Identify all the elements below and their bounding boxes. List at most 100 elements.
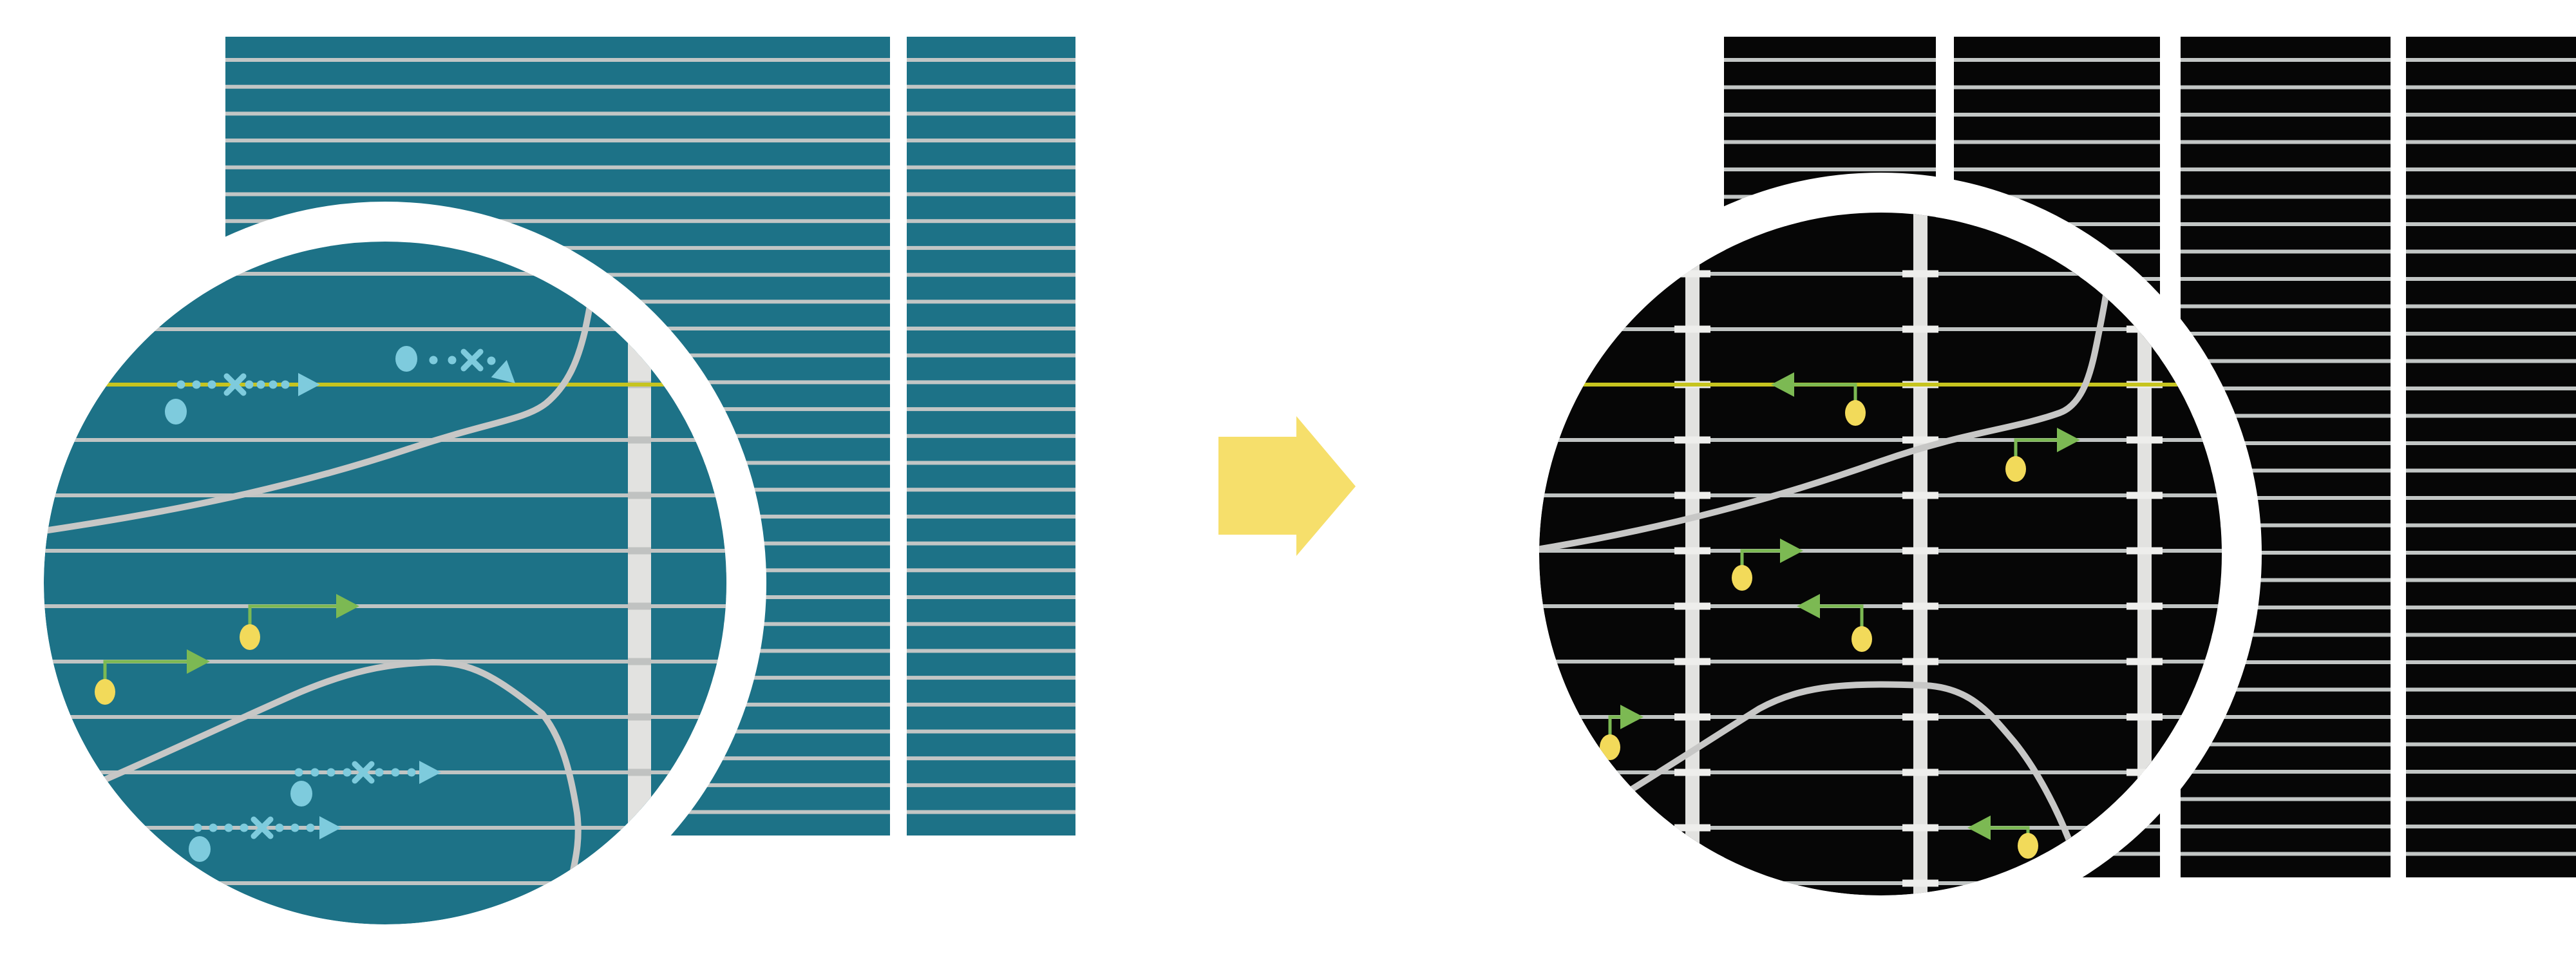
finger-line — [44, 438, 726, 442]
busbar-tab — [1902, 492, 1938, 499]
finger-line — [2181, 414, 2391, 418]
busbar-tab — [2126, 436, 2163, 444]
finger-line — [2406, 715, 2576, 719]
finger-line — [2181, 742, 2391, 747]
trail-dot — [327, 768, 336, 777]
transition-arrow — [1218, 416, 1356, 556]
magnifier-ring — [1499, 173, 2262, 935]
blocked-carrier — [189, 836, 211, 862]
finger-line — [2181, 195, 2391, 199]
finger-line — [44, 715, 726, 719]
finger-line — [2406, 113, 2576, 117]
finger-line — [1539, 549, 2222, 553]
busbar-tab — [1674, 769, 1710, 776]
recombination-x-icon — [223, 373, 247, 396]
finger-line — [907, 272, 1075, 277]
finger-line — [2181, 852, 2391, 856]
finger-line — [2181, 551, 2391, 555]
finger-line — [1539, 715, 2222, 719]
finger-line — [907, 595, 1075, 599]
finger-line — [907, 541, 1075, 546]
trail-dot — [407, 768, 416, 777]
finger-line — [907, 514, 1075, 519]
busbar-tab — [628, 492, 651, 499]
busbar-tab — [1902, 658, 1938, 665]
finger-line — [2181, 606, 2391, 609]
finger-line — [907, 380, 1075, 385]
finger-line — [2406, 687, 2576, 692]
finger-line — [44, 770, 726, 774]
finger-line — [2406, 441, 2576, 445]
collection-arrowhead-icon — [2057, 428, 2080, 452]
finger-line — [1954, 113, 2160, 117]
finger-line — [2181, 387, 2391, 390]
collection-arrowhead-icon — [336, 594, 359, 618]
finger-line — [907, 568, 1075, 573]
finger-line — [2406, 660, 2576, 664]
finger-line — [2181, 660, 2391, 664]
finger-line — [2406, 742, 2576, 747]
finger-line — [2406, 140, 2576, 144]
finger-line — [44, 826, 726, 830]
collected-carrier — [2005, 456, 2026, 482]
finger-line — [907, 810, 1075, 814]
finger-line — [1539, 272, 2222, 276]
collection-arrowhead-icon — [1780, 539, 1803, 563]
finger-line — [907, 461, 1075, 465]
collected-carrier-marker — [1771, 372, 1866, 426]
finger-line — [2181, 441, 2391, 445]
finger-line — [907, 300, 1075, 304]
finger-line — [2406, 277, 2576, 281]
finger-line — [1954, 167, 2160, 171]
finger-line — [2406, 852, 2576, 856]
finger-line — [1724, 140, 1936, 144]
finger-line — [1954, 58, 2160, 62]
trail-dot — [310, 768, 319, 777]
busbar-tab — [1902, 547, 1938, 555]
finger-line — [2406, 387, 2576, 390]
trail-dot — [207, 380, 216, 389]
finger-line — [907, 111, 1075, 116]
right-cell-panel-column — [2406, 37, 2576, 877]
finger-line — [44, 493, 726, 497]
trail-dot — [245, 380, 254, 389]
finger-line — [1724, 58, 1936, 62]
finger-line — [907, 353, 1075, 358]
busbar-tab — [2126, 658, 2163, 665]
finger-line — [2181, 770, 2391, 774]
finger-line — [2181, 715, 2391, 719]
trail-arrowhead-icon — [319, 816, 341, 839]
grain-boundary-line — [1539, 288, 2110, 552]
finger-line — [907, 649, 1075, 653]
finger-line — [907, 702, 1075, 707]
finger-line — [2181, 496, 2391, 500]
blocked-carrier — [290, 781, 312, 807]
busbar-tab — [628, 602, 651, 610]
finger-line — [907, 434, 1075, 438]
busbar-tab — [1674, 824, 1710, 832]
busbar-tab — [1902, 325, 1938, 333]
finger-line — [2181, 304, 2391, 309]
blocked-carrier-marker — [395, 346, 515, 383]
grain-boundary-line — [56, 658, 582, 877]
busbar-tab — [1674, 492, 1710, 499]
finger-line — [1539, 493, 2222, 497]
finger-line — [2406, 414, 2576, 418]
finger-line — [907, 676, 1075, 680]
busbar-tab — [1902, 436, 1938, 444]
finger-line — [907, 219, 1075, 224]
busbar-tab — [1674, 547, 1710, 555]
trail-dot — [375, 768, 384, 777]
finger-line — [225, 138, 890, 143]
finger-line — [2406, 58, 2576, 62]
finger-line — [1724, 85, 1936, 90]
busbar-tab — [628, 879, 651, 887]
collected-carrier — [1845, 400, 1866, 426]
grain-boundary-line — [44, 288, 596, 535]
trail-dot — [240, 823, 249, 832]
busbar-tab — [1674, 602, 1710, 610]
trail-dot — [343, 768, 352, 777]
collected-carrier-marker — [240, 594, 359, 650]
finger-line — [2181, 633, 2391, 637]
